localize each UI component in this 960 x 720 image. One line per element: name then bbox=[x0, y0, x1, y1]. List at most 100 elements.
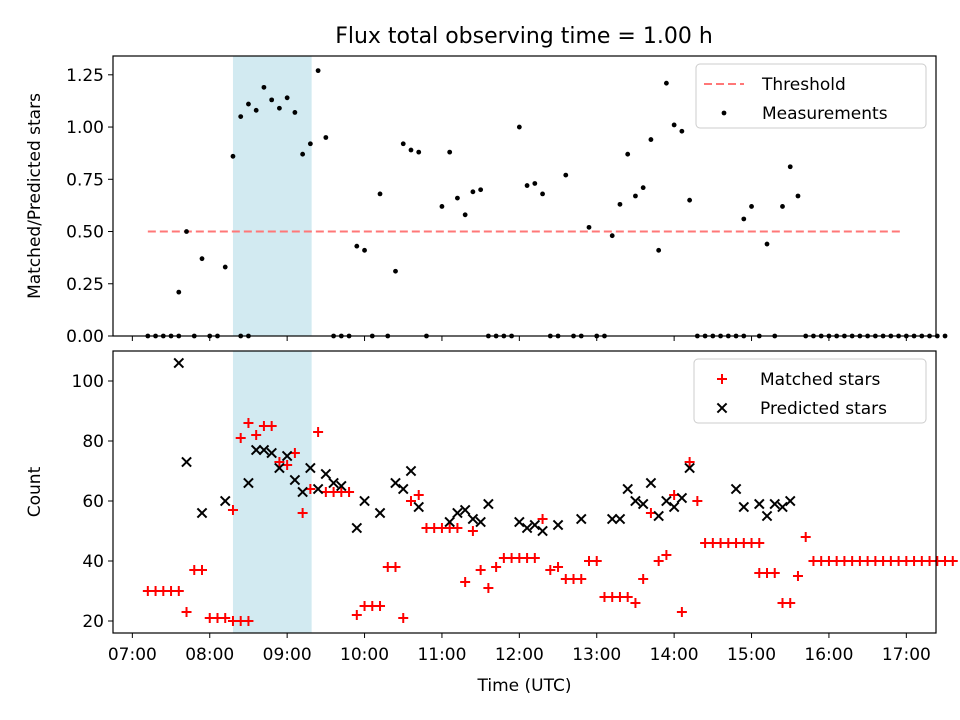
dot-point bbox=[277, 105, 282, 111]
x-point bbox=[777, 501, 788, 513]
plus-point bbox=[661, 550, 672, 560]
x-point bbox=[397, 483, 409, 495]
dot-point bbox=[524, 183, 530, 188]
bottom-panel: 20 40 60 80 100 07:00 08:00 09:00 10:00 11:00 12:0… bbox=[25, 350, 958, 696]
dot-point bbox=[764, 241, 770, 247]
x-point bbox=[305, 462, 316, 474]
x-point bbox=[181, 456, 192, 468]
x-point bbox=[258, 444, 270, 456]
dot-point bbox=[400, 141, 406, 147]
x-point bbox=[219, 495, 231, 507]
x-point bbox=[784, 495, 796, 507]
x-tick-label: 14:00 bbox=[650, 645, 699, 665]
x-point-b bbox=[622, 483, 634, 495]
plus-point bbox=[398, 613, 409, 623]
x-point-b bbox=[196, 507, 208, 519]
x-point-b bbox=[281, 450, 293, 462]
plus-point bbox=[483, 583, 494, 593]
dot-point bbox=[246, 101, 251, 107]
x-point bbox=[336, 480, 347, 492]
plus-point bbox=[467, 526, 478, 536]
plus-point bbox=[181, 607, 192, 617]
x-point-b bbox=[413, 501, 425, 513]
x-point bbox=[250, 444, 262, 456]
x-point bbox=[529, 519, 541, 531]
x-point-b bbox=[653, 510, 664, 522]
x-point bbox=[405, 465, 417, 477]
plus-point bbox=[452, 523, 463, 533]
legend-x-swatch bbox=[716, 402, 728, 414]
plus-point bbox=[235, 433, 246, 443]
x-point bbox=[653, 510, 664, 522]
dot-point bbox=[787, 164, 793, 170]
x-point bbox=[661, 495, 672, 507]
x-point-b bbox=[444, 516, 455, 528]
x-point-b bbox=[305, 462, 316, 474]
x-point-b bbox=[769, 498, 781, 510]
x-tick-label: 12:00 bbox=[495, 645, 544, 665]
dot-point bbox=[741, 216, 747, 222]
x-point bbox=[173, 357, 185, 369]
x-tick-label: 08:00 bbox=[185, 645, 234, 665]
dot-point bbox=[625, 151, 631, 157]
dot-point bbox=[563, 172, 569, 178]
dot-point bbox=[408, 147, 414, 153]
plus-point bbox=[684, 457, 695, 467]
series-predicted-stars bbox=[173, 357, 796, 537]
x-point-b bbox=[250, 444, 262, 456]
x-point bbox=[637, 498, 649, 510]
plus-point bbox=[243, 418, 254, 428]
dot-point bbox=[795, 193, 801, 199]
dot-point bbox=[307, 141, 313, 147]
x-point-b bbox=[173, 357, 185, 369]
x-point-b bbox=[405, 465, 417, 477]
plus-point bbox=[792, 571, 803, 581]
plus-point bbox=[676, 607, 687, 617]
dot-point bbox=[640, 185, 646, 191]
legend-label: Threshold bbox=[761, 75, 846, 95]
y-tick-label: 1.00 bbox=[66, 118, 104, 138]
x-point-b bbox=[777, 501, 788, 513]
dot-point bbox=[377, 191, 383, 197]
x-point bbox=[243, 477, 254, 489]
dot-point bbox=[284, 95, 290, 101]
plus-point bbox=[638, 574, 649, 584]
y-tick-label: 0.00 bbox=[66, 327, 104, 347]
x-point-b bbox=[336, 480, 347, 492]
x-point bbox=[390, 477, 401, 489]
y-tick-label: 100 bbox=[72, 372, 104, 392]
x-point-b bbox=[630, 495, 641, 507]
series-matched-stars bbox=[142, 418, 958, 626]
x-point-b bbox=[459, 504, 471, 516]
plus-point bbox=[769, 568, 780, 578]
plus-point bbox=[413, 490, 424, 500]
x-point bbox=[514, 516, 525, 528]
legend-label: Matched stars bbox=[760, 370, 880, 390]
x-point-b bbox=[483, 498, 494, 510]
x-point-b bbox=[374, 507, 386, 519]
y-tick-label: 80 bbox=[82, 432, 104, 452]
x-point-b bbox=[529, 519, 541, 531]
x-point bbox=[668, 501, 680, 513]
x-point bbox=[769, 498, 781, 510]
dot-point bbox=[648, 137, 654, 142]
plus-point bbox=[576, 574, 587, 584]
chart-title: Flux total observing time = 1.00 h bbox=[335, 24, 713, 49]
x-point-b bbox=[467, 513, 479, 525]
axes-frame bbox=[112, 350, 937, 634]
plus-point bbox=[630, 598, 641, 608]
plus-point bbox=[227, 505, 238, 515]
x-point bbox=[274, 462, 285, 474]
x-point bbox=[738, 501, 750, 513]
y-tick-label: 1.25 bbox=[66, 66, 104, 86]
x-point-b bbox=[258, 444, 270, 456]
dot-point bbox=[292, 110, 298, 115]
dot-point bbox=[470, 189, 476, 195]
x-point-b bbox=[730, 483, 742, 495]
x-point-b bbox=[784, 495, 796, 507]
dot-point bbox=[462, 212, 468, 218]
dot-point bbox=[749, 204, 754, 209]
legend-label: Predicted stars bbox=[760, 399, 887, 419]
x-point bbox=[459, 504, 471, 516]
